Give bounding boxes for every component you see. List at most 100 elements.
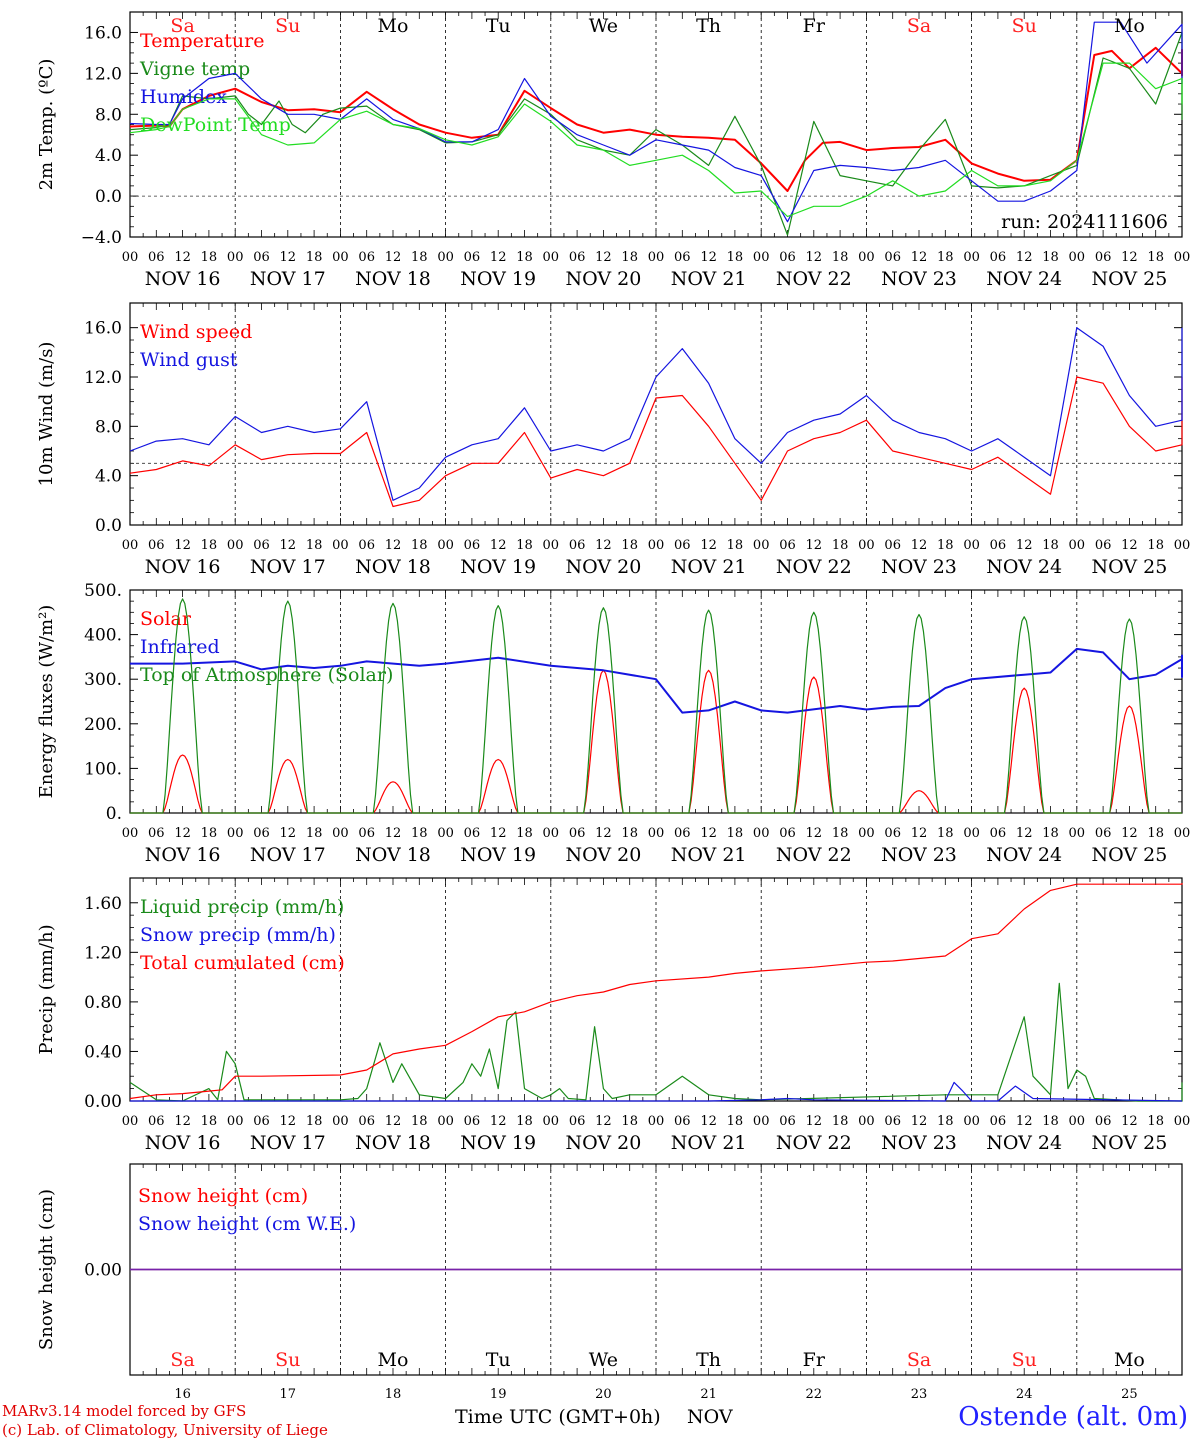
x-hour-label: 06 — [990, 538, 1007, 553]
x-hour-label: 06 — [569, 1114, 586, 1129]
x-hour-label: 06 — [1095, 1114, 1112, 1129]
x-hour-label: 00 — [543, 250, 560, 265]
x-hour-label: 00 — [1174, 538, 1191, 553]
x-date-label: NOV 25 — [1091, 556, 1167, 578]
x-hour-label: 12 — [1016, 826, 1033, 841]
series-line-snow-precip-mm-h- — [130, 1081, 1183, 1102]
x-hour-label: 06 — [779, 1114, 796, 1129]
series-line-infrared — [130, 647, 1183, 714]
x-hour-label: 12 — [911, 250, 928, 265]
x-hour-label: 12 — [385, 538, 402, 553]
x-hour-label: 18 — [621, 826, 638, 841]
x-hour-label: 00 — [648, 250, 665, 265]
x-hour-label: 18 — [937, 538, 954, 553]
x-hour-label: 06 — [569, 250, 586, 265]
x-hour-label: 18 — [306, 826, 323, 841]
x-hour-label: 00 — [1069, 826, 1086, 841]
plot-frame — [129, 589, 1183, 814]
x-hour-label: 18 — [516, 538, 533, 553]
x-hour-label: 06 — [884, 826, 901, 841]
y-tick-label: 400. — [84, 626, 122, 646]
legend-temperature: Temperature — [140, 30, 264, 52]
x-hour-label: 12 — [806, 1114, 823, 1129]
day-number: 21 — [700, 1387, 717, 1402]
x-hour-label: 06 — [884, 538, 901, 553]
x-hour-label: 12 — [490, 538, 507, 553]
month-label: NOV — [687, 1406, 733, 1428]
x-date-label: NOV 19 — [460, 556, 536, 578]
x-hour-label: 18 — [621, 538, 638, 553]
y-tick-label: 16.0 — [84, 319, 122, 339]
x-hour-label: 00 — [858, 1114, 875, 1129]
x-hour-label: 00 — [227, 250, 244, 265]
y-tick-label: 12.0 — [84, 64, 122, 84]
x-date-label: NOV 19 — [460, 844, 536, 866]
panel-4: 0.00 0.40 0.80 1.20 1.60 Precip (mm/h) Liquid … — [36, 877, 1190, 1154]
x-hour-label: 06 — [464, 826, 481, 841]
y-tick-label: 12.0 — [84, 368, 122, 388]
x-hour-label: 06 — [674, 538, 691, 553]
day-name-bottom: Sa — [907, 1349, 931, 1371]
x-hour-label: 06 — [779, 826, 796, 841]
day-name-bottom: Sa — [170, 1349, 194, 1371]
x-date-label: NOV 24 — [986, 844, 1062, 866]
x-date-label: NOV 17 — [250, 844, 326, 866]
x-hour-label: 18 — [727, 826, 744, 841]
panel-2: 0.0 4.0 8.0 12.0 16.0 10m Wind (m/s) Wind spee… — [36, 302, 1191, 578]
x-date-label: NOV 20 — [565, 268, 641, 290]
x-hour-label: 12 — [595, 1114, 612, 1129]
y-tick-label: 0.40 — [84, 1042, 122, 1062]
x-hour-label: 12 — [595, 826, 612, 841]
x-hour-label: 00 — [1069, 250, 1086, 265]
legend-snow-precip-mm-h-: Snow precip (mm/h) — [140, 924, 336, 946]
x-date-label: NOV 21 — [671, 556, 747, 578]
run-label: run: 2024111606 — [1001, 211, 1168, 233]
lab-credit: (c) Lab. of Climatology, University of L… — [2, 1421, 328, 1439]
x-hour-label: 06 — [1095, 538, 1112, 553]
legend-snow-height-cm-: Snow height (cm) — [138, 1185, 308, 1207]
x-hour-label: 18 — [832, 1114, 849, 1129]
x-hour-label: 12 — [174, 826, 191, 841]
x-date-label: NOV 18 — [355, 556, 431, 578]
x-date-label: NOV 18 — [355, 1132, 431, 1154]
legend-liquid-precip-mm-h-: Liquid precip (mm/h) — [140, 896, 344, 918]
x-date-label: NOV 21 — [671, 844, 747, 866]
x-hour-label: 12 — [911, 1114, 928, 1129]
x-hour-label: 06 — [464, 250, 481, 265]
x-hour-label: 12 — [700, 538, 717, 553]
x-hour-label: 06 — [1095, 826, 1112, 841]
x-hour-label: 00 — [1174, 826, 1191, 841]
series-line-total-cumulated-cm- — [129, 883, 1183, 1100]
x-hour-label: 12 — [1016, 250, 1033, 265]
y-tick-label: 0.0 — [95, 187, 122, 207]
x-hour-label: 00 — [858, 538, 875, 553]
legend-snow-height-cm-w-e-: Snow height (cm W.E.) — [138, 1213, 356, 1235]
x-hour-label: 12 — [490, 250, 507, 265]
x-hour-label: 06 — [253, 538, 270, 553]
x-date-label: NOV 17 — [250, 1132, 326, 1154]
x-hour-label: 00 — [332, 250, 349, 265]
x-hour-label: 18 — [832, 826, 849, 841]
x-hour-label: 06 — [148, 826, 165, 841]
x-date-label: NOV 22 — [776, 844, 852, 866]
x-date-label: NOV 19 — [460, 268, 536, 290]
x-hour-label: 18 — [621, 1114, 638, 1129]
x-date-label: NOV 17 — [250, 268, 326, 290]
x-hour-label: 18 — [201, 826, 218, 841]
day-name-bottom: Th — [696, 1349, 721, 1371]
x-hour-label: 18 — [1042, 538, 1059, 553]
x-hour-label: 18 — [832, 538, 849, 553]
x-hour-label: 12 — [1121, 250, 1138, 265]
x-hour-label: 18 — [621, 250, 638, 265]
series-line-wind-speed — [129, 376, 1183, 508]
x-date-label: NOV 16 — [145, 268, 221, 290]
model-credit: MARv3.14 model forced by GFS — [2, 1402, 247, 1420]
day-number: 25 — [1121, 1387, 1138, 1402]
x-hour-label: 06 — [358, 538, 375, 553]
x-hour-label: 12 — [385, 250, 402, 265]
x-hour-label: 12 — [1016, 538, 1033, 553]
y-axis-title: Precip (mm/h) — [36, 924, 57, 1054]
day-name-bottom: We — [589, 1349, 618, 1371]
x-date-label: NOV 17 — [250, 556, 326, 578]
day-name-bottom: Fr — [803, 1349, 826, 1371]
